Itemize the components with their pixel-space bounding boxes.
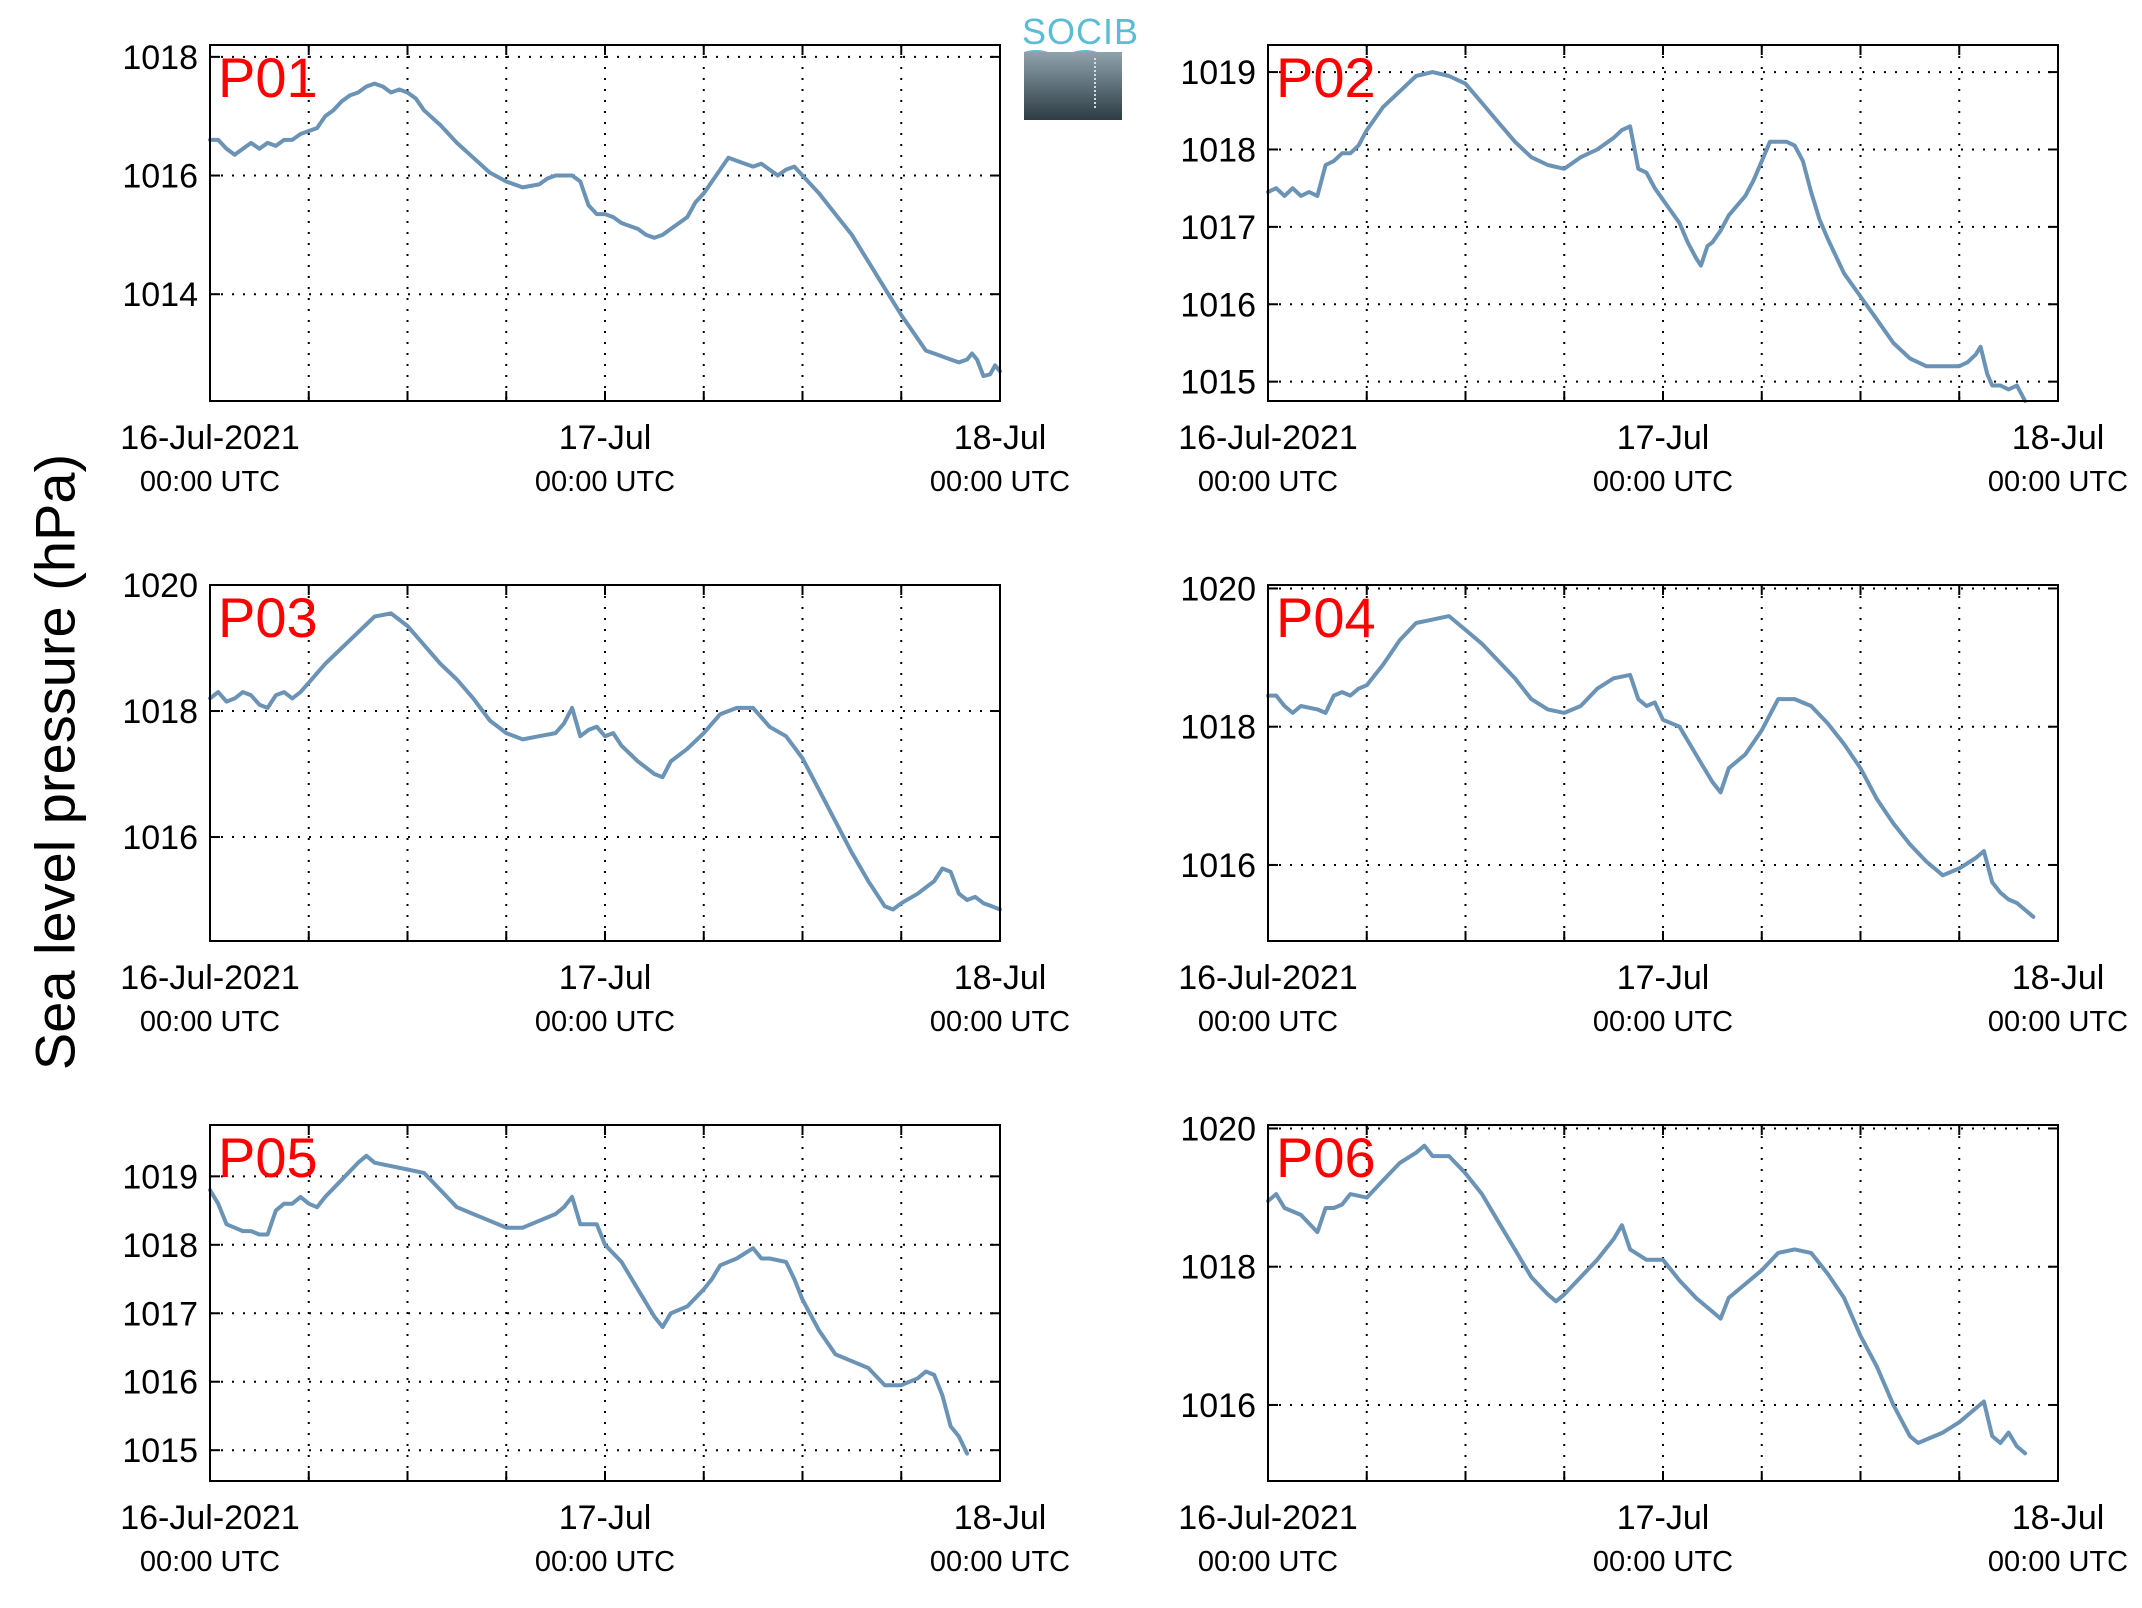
panel-p06: 1016 1018 1020 16-Jul-2021 00:00 UTC 17-Jul 00…	[1178, 1110, 2128, 1578]
x-tick-sublabel: 00:00 UTC	[930, 1006, 1070, 1038]
x-tick-label: 17-Jul	[1617, 419, 1710, 457]
x-tick-sublabel: 00:00 UTC	[535, 1006, 675, 1038]
panel-p04: 1016 1018 1020 16-Jul-2021 00:00 UTC 17-Jul 00…	[1178, 570, 2128, 1038]
panel-p03: 1016 1018 1020 16-Jul-2021 00:00 UTC 17-Jul 00…	[120, 567, 1070, 1038]
panel-label: P06	[1276, 1126, 1376, 1189]
y-tick-label: 1014	[122, 276, 198, 314]
series-line	[1266, 1143, 2028, 1456]
y-tick-label: 1018	[1180, 1249, 1256, 1287]
socib-logo: SOCIB	[1022, 11, 1140, 120]
y-axis-label: Sea level pressure (hPa)	[23, 453, 87, 1071]
logo-box-icon	[1024, 52, 1122, 120]
x-tick-sublabel: 00:00 UTC	[1198, 1006, 1338, 1038]
y-tick-label: 1018	[122, 1227, 198, 1265]
series-line	[208, 1153, 970, 1456]
logo-dots-icon	[1094, 58, 1098, 108]
y-tick-label: 1015	[1180, 364, 1256, 402]
y-tick-label: 1019	[1180, 54, 1256, 92]
x-tick-sublabel: 00:00 UTC	[1593, 1546, 1733, 1578]
x-tick-label: 18-Jul	[2012, 959, 2105, 997]
x-tick-label: 17-Jul	[559, 959, 652, 997]
x-tick-sublabel: 00:00 UTC	[535, 466, 675, 498]
y-tick-label: 1016	[1180, 847, 1256, 885]
y-tick-label: 1019	[122, 1158, 198, 1196]
x-tick-label: 17-Jul	[559, 419, 652, 457]
x-tick-sublabel: 00:00 UTC	[930, 466, 1070, 498]
x-tick-sublabel: 00:00 UTC	[1988, 466, 2128, 498]
x-tick-sublabel: 00:00 UTC	[1593, 466, 1733, 498]
x-tick-sublabel: 00:00 UTC	[535, 1546, 675, 1578]
y-tick-label: 1016	[1180, 1387, 1256, 1425]
series-line	[208, 611, 1002, 912]
y-tick-label: 1020	[1180, 1110, 1256, 1148]
x-tick-label: 17-Jul	[1617, 959, 1710, 997]
y-tick-label: 1018	[122, 39, 198, 77]
x-tick-sublabel: 00:00 UTC	[1988, 1546, 2128, 1578]
x-tick-label: 16-Jul-2021	[120, 959, 300, 997]
panel-p02: 1015 1016 1017 1018 1019 16-Jul-2021 00:00 UTC…	[1178, 44, 2128, 498]
x-tick-sublabel: 00:00 UTC	[1198, 466, 1338, 498]
x-tick-sublabel: 00:00 UTC	[140, 1546, 280, 1578]
y-tick-label: 1016	[122, 819, 198, 857]
x-tick-label: 16-Jul-2021	[120, 1499, 300, 1537]
y-tick-label: 1016	[1180, 286, 1256, 324]
y-tick-label: 1017	[122, 1295, 198, 1333]
panel-label: P04	[1276, 586, 1376, 649]
x-tick-label: 16-Jul-2021	[1178, 419, 1358, 457]
axes-frame	[209, 1124, 1001, 1482]
axes-frame	[209, 584, 1001, 942]
x-tick-sublabel: 00:00 UTC	[1988, 1006, 2128, 1038]
axes-frame	[209, 44, 1001, 402]
axes-frame	[1267, 584, 2059, 942]
x-tick-label: 17-Jul	[559, 1499, 652, 1537]
y-tick-label: 1016	[122, 158, 198, 196]
x-tick-label: 18-Jul	[954, 1499, 1047, 1537]
x-tick-label: 18-Jul	[2012, 1499, 2105, 1537]
y-tick-label: 1016	[122, 1364, 198, 1402]
axes-frame	[1267, 1124, 2059, 1482]
y-tick-label: 1018	[122, 693, 198, 731]
y-tick-label: 1018	[1180, 709, 1256, 747]
x-tick-label: 16-Jul-2021	[1178, 959, 1358, 997]
y-tick-label: 1020	[122, 567, 198, 605]
y-tick-label: 1017	[1180, 209, 1256, 247]
x-tick-label: 17-Jul	[1617, 1499, 1710, 1537]
panel-label: P02	[1276, 46, 1376, 109]
x-tick-label: 16-Jul-2021	[1178, 1499, 1358, 1537]
panel-p01: 1014 1016 1018 16-Jul-2021 00:00 UTC 17-Jul 00…	[120, 39, 1070, 498]
x-tick-label: 18-Jul	[954, 959, 1047, 997]
series-line	[208, 81, 1002, 379]
x-tick-label: 18-Jul	[2012, 419, 2105, 457]
series-line	[1266, 70, 2028, 403]
panel-label: P01	[218, 46, 318, 109]
x-tick-sublabel: 00:00 UTC	[1593, 1006, 1733, 1038]
x-tick-sublabel: 00:00 UTC	[140, 1006, 280, 1038]
logo-text: SOCIB	[1022, 11, 1140, 52]
x-tick-sublabel: 00:00 UTC	[140, 466, 280, 498]
panel-label: P03	[218, 586, 318, 649]
x-tick-label: 16-Jul-2021	[120, 419, 300, 457]
y-tick-label: 1020	[1180, 570, 1256, 608]
x-tick-sublabel: 00:00 UTC	[930, 1546, 1070, 1578]
y-tick-label: 1018	[1180, 131, 1256, 169]
x-tick-sublabel: 00:00 UTC	[1198, 1546, 1338, 1578]
axes-frame	[1267, 44, 2059, 402]
y-tick-label: 1015	[122, 1432, 198, 1470]
series-line	[1266, 614, 2036, 919]
panel-p05: 1015 1016 1017 1018 1019 16-Jul-2021 00:00 UTC…	[120, 1124, 1070, 1578]
panel-label: P05	[218, 1126, 318, 1189]
x-tick-label: 18-Jul	[954, 419, 1047, 457]
